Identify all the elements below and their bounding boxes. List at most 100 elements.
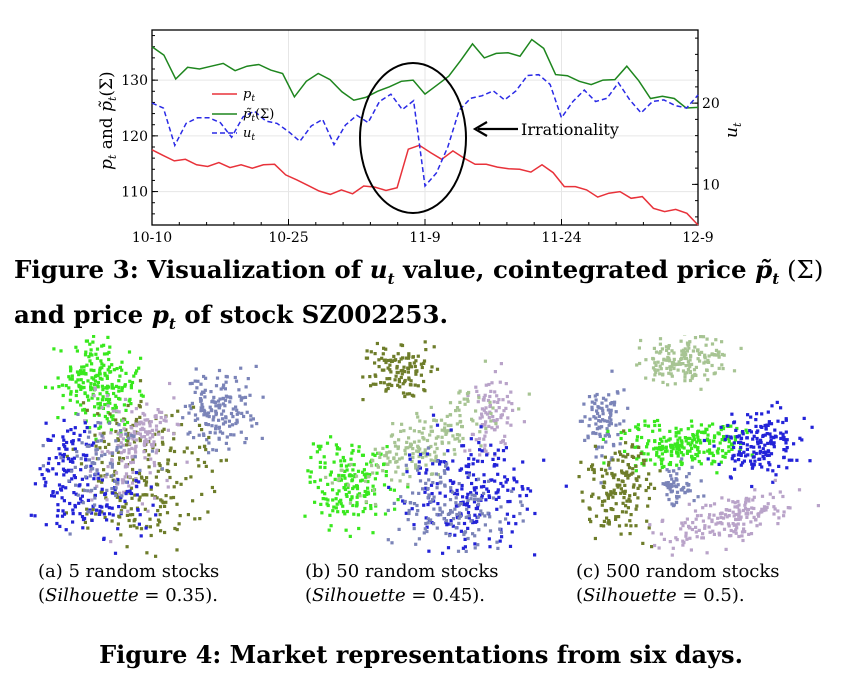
- scatter-point: [227, 419, 231, 423]
- scatter-point: [68, 501, 72, 506]
- scatter-point: [80, 370, 84, 375]
- scatter-point: [147, 453, 151, 457]
- scatter-point: [113, 491, 117, 495]
- scatter-point: [323, 492, 327, 496]
- scatter-point: [676, 430, 680, 434]
- scatter-point: [660, 519, 664, 523]
- scatter-point: [658, 364, 662, 368]
- scatter-point: [484, 430, 488, 434]
- scatter-point: [318, 478, 323, 482]
- scatter-point: [134, 438, 138, 442]
- scatter-point: [424, 463, 428, 467]
- scatter-point: [694, 525, 698, 529]
- scatter-point: [743, 507, 748, 511]
- scatter-point: [664, 345, 668, 349]
- scatter-point: [60, 383, 64, 387]
- scatter-point: [316, 485, 320, 490]
- scatter-point: [670, 364, 674, 369]
- scatter-point: [124, 492, 128, 496]
- scatter-point: [623, 491, 627, 495]
- scatter-point: [128, 379, 132, 383]
- scatter-point: [54, 472, 58, 476]
- scatter-point: [107, 350, 111, 354]
- scatter-point: [705, 368, 709, 372]
- scatter-point: [736, 517, 740, 521]
- scatter-point: [406, 446, 410, 450]
- scatter-point: [321, 497, 325, 501]
- scatter-point: [384, 470, 388, 474]
- scatter-point: [100, 505, 104, 509]
- scatter-point: [70, 457, 74, 461]
- scatter-point: [80, 477, 84, 481]
- scatter-point: [203, 395, 207, 399]
- scatter-point: [735, 435, 739, 439]
- scatter-point: [80, 386, 84, 390]
- scatter-point: [486, 398, 491, 403]
- scatter-point: [661, 444, 665, 448]
- scatter-point: [510, 402, 514, 406]
- scatter-point: [695, 440, 699, 444]
- scatter-point: [668, 483, 672, 487]
- scatter-point: [374, 382, 378, 386]
- scatter-point: [714, 522, 718, 526]
- scatter-point: [381, 446, 385, 450]
- scatter-point: [368, 375, 372, 379]
- scatter-point: [586, 436, 590, 440]
- figure4-caption: Figure 4: Market representations from si…: [99, 640, 743, 669]
- scatter-point: [432, 418, 436, 422]
- scatter-point: [760, 412, 764, 416]
- scatter-point: [51, 434, 55, 438]
- scatter-point: [199, 382, 203, 386]
- scatter-point: [662, 537, 666, 541]
- scatter-point: [202, 444, 207, 448]
- scatter-point: [480, 415, 484, 419]
- scatter-point: [591, 467, 595, 472]
- scatter-point: [464, 549, 468, 553]
- scatter-point: [151, 503, 155, 507]
- scatter-point: [705, 337, 709, 341]
- scatter-point: [382, 346, 386, 350]
- scatter-point: [740, 534, 744, 538]
- scatter-point: [84, 442, 88, 446]
- scatter-point: [611, 473, 615, 478]
- scatter-point: [98, 504, 102, 508]
- scatter-point: [313, 500, 317, 504]
- scatter-point: [408, 445, 412, 449]
- scatter-point: [434, 436, 438, 440]
- scatter-point: [449, 423, 453, 427]
- scatter-point: [415, 449, 419, 453]
- scatter-point: [244, 437, 248, 441]
- scatter-point: [707, 424, 711, 428]
- scatter-point: [672, 361, 676, 365]
- scatter-point: [644, 376, 648, 380]
- scatter-point: [117, 505, 121, 509]
- scatter-point: [407, 352, 411, 356]
- scatter-point: [76, 378, 80, 382]
- scatter-point: [674, 431, 678, 435]
- scatter-point: [690, 527, 694, 532]
- scatter-point: [754, 418, 758, 422]
- scatter-point: [469, 519, 473, 523]
- scatter-point: [406, 356, 411, 360]
- scatter-point: [75, 454, 79, 458]
- scatter-point: [406, 482, 410, 487]
- scatter-point: [521, 519, 525, 523]
- scatter-point: [351, 503, 355, 508]
- scatter-point: [328, 473, 332, 477]
- scatter-point: [699, 335, 703, 338]
- scatter-point: [214, 424, 218, 428]
- scatter-point: [420, 451, 424, 455]
- scatter-point: [165, 468, 169, 473]
- scatter-point: [680, 440, 684, 444]
- scatter-point: [743, 503, 747, 507]
- scatter-point: [591, 492, 595, 496]
- scatter-point: [45, 468, 49, 472]
- scatter-point: [412, 527, 416, 531]
- scatter-point: [121, 481, 125, 485]
- scatter-point: [135, 485, 139, 489]
- scatter-point: [674, 426, 678, 430]
- scatter-point: [118, 456, 122, 460]
- scatter-point: [119, 533, 123, 537]
- scatter-point: [782, 514, 786, 518]
- scatter-point: [601, 418, 605, 422]
